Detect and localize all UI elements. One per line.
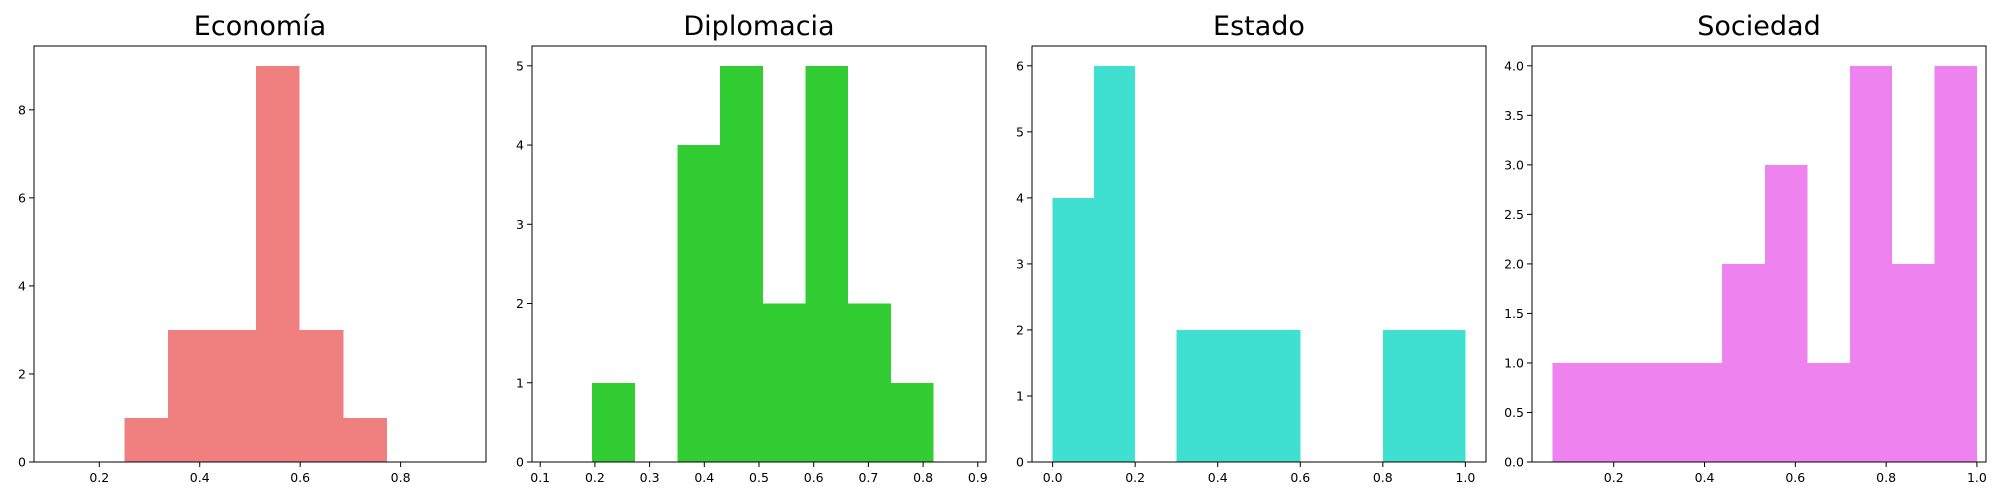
y-tick-label: 6	[18, 190, 26, 205]
y-tick-label: 4	[18, 278, 26, 293]
histogram-bar	[299, 329, 344, 462]
x-tick-label: 0.2	[1604, 470, 1624, 485]
x-tick-label: 0.2	[585, 470, 605, 485]
x-tick-label: 0.2	[1125, 470, 1145, 485]
x-tick-label: 0.8	[391, 470, 411, 485]
histogram-bar	[1934, 65, 1977, 463]
y-tick-label: 1	[1016, 388, 1024, 403]
x-tick-label: 0.1	[530, 470, 550, 485]
y-tick-label: 0.0	[1504, 455, 1524, 470]
histogram-bar	[212, 329, 256, 462]
histogram-bar	[720, 65, 763, 463]
histogram-bar	[1680, 362, 1723, 462]
histogram-bar	[890, 382, 934, 462]
y-tick-label: 2	[516, 296, 524, 311]
chart-panel-1: 0.2 0.4 0.6 0.8 0 2 4 6 8 Economía	[18, 11, 487, 485]
x-tick-label: 0.5	[749, 470, 769, 485]
histogram-bar	[343, 417, 388, 462]
histogram-bar	[1382, 329, 1425, 462]
histogram-bar	[1052, 197, 1094, 462]
histogram-bar	[1217, 329, 1259, 462]
histogram-bar	[1807, 362, 1850, 462]
plot-frame	[1031, 45, 1487, 463]
histogram-bar	[1849, 65, 1893, 463]
y-tick-label: 5	[1016, 124, 1024, 139]
x-tick-label: 0.9	[968, 470, 988, 485]
y-tick-label: 3	[516, 217, 524, 232]
chart-panel-4: 0.2 0.4 0.6 0.8 1.0 0.0 0.5 1.0 1.5 2.0 2.5 3.0 3.5 4…	[1504, 11, 1987, 485]
y-tick-label: 1	[516, 375, 524, 390]
plot-frame	[1531, 45, 1987, 463]
x-tick-label: 0.2	[89, 470, 109, 485]
y-tick-label: 2	[18, 366, 26, 381]
histogram-bar	[1259, 329, 1301, 462]
y-tick-label: 1.5	[1504, 306, 1524, 321]
plot-frame	[33, 45, 487, 463]
panel-title: Sociedad	[1697, 11, 1820, 42]
y-tick-label: 3	[1016, 256, 1024, 271]
histogram-bar	[255, 65, 300, 463]
panel-title: Estado	[1213, 11, 1305, 42]
x-tick-label: 1.0	[1455, 470, 1475, 485]
histogram-bar	[805, 65, 849, 463]
histogram-bar	[1722, 263, 1765, 462]
histogram-bar	[1552, 362, 1596, 462]
panel-title: Diplomacia	[683, 11, 834, 42]
x-tick-label: 0.6	[1290, 470, 1310, 485]
x-tick-label: 0.4	[1695, 470, 1715, 485]
x-tick-label: 1.0	[1967, 470, 1987, 485]
y-tick-label: 4.0	[1504, 58, 1524, 73]
histogram-bar	[1176, 329, 1218, 462]
x-tick-label: 0.4	[1208, 470, 1228, 485]
y-tick-label: 4	[516, 138, 524, 153]
y-tick-label: 2.5	[1504, 207, 1524, 222]
histogram-bar	[1093, 65, 1136, 463]
panel-title: Economía	[194, 11, 326, 42]
x-tick-label: 0.3	[640, 470, 660, 485]
x-tick-label: 0.6	[1785, 470, 1805, 485]
x-tick-label: 0.4	[190, 470, 210, 485]
x-tick-label: 0.7	[858, 470, 878, 485]
y-tick-label: 3.0	[1504, 157, 1524, 172]
x-tick-label: 0.8	[1876, 470, 1896, 485]
histogram-bar	[124, 417, 169, 462]
histogram-bar	[762, 303, 806, 462]
y-tick-label: 1.0	[1504, 355, 1524, 370]
y-tick-label: 5	[516, 58, 524, 73]
histogram-bar	[848, 303, 891, 462]
x-tick-label: 0.8	[1373, 470, 1393, 485]
y-tick-label: 0	[516, 455, 524, 470]
y-tick-label: 6	[1016, 58, 1024, 73]
histogram-bar	[1424, 329, 1466, 462]
x-tick-label: 0.6	[290, 470, 310, 485]
y-tick-label: 2	[1016, 322, 1024, 337]
chart-panel-3: 0.0 0.2 0.4 0.6 0.8 1.0 0 1 2 3 4 5 6 Estado	[1016, 11, 1487, 485]
y-tick-label: 4	[1016, 190, 1024, 205]
histogram-bar	[592, 382, 635, 462]
y-tick-label: 2.0	[1504, 256, 1524, 271]
y-tick-label: 0	[18, 455, 26, 470]
x-tick-label: 0.4	[694, 470, 714, 485]
y-tick-label: 0	[1016, 455, 1024, 470]
y-tick-label: 3.5	[1504, 108, 1524, 123]
x-tick-label: 0.8	[913, 470, 933, 485]
chart-panel-2: 0.1 0.2 0.3 0.4 0.5 0.6 0.7 0.8 0.9 0 1 2 3 4 5 Diploma…	[516, 11, 988, 485]
y-tick-label: 0.5	[1504, 405, 1524, 420]
histogram-bar	[1892, 263, 1935, 462]
histogram-bar	[168, 329, 213, 462]
x-tick-label: 0.0	[1043, 470, 1063, 485]
histogram-bar	[1764, 164, 1808, 462]
histogram-bar	[677, 145, 721, 463]
y-tick-label: 8	[18, 102, 26, 117]
x-tick-label: 0.6	[804, 470, 824, 485]
histogram-bar	[1595, 362, 1638, 462]
histogram-bar	[1637, 362, 1681, 462]
